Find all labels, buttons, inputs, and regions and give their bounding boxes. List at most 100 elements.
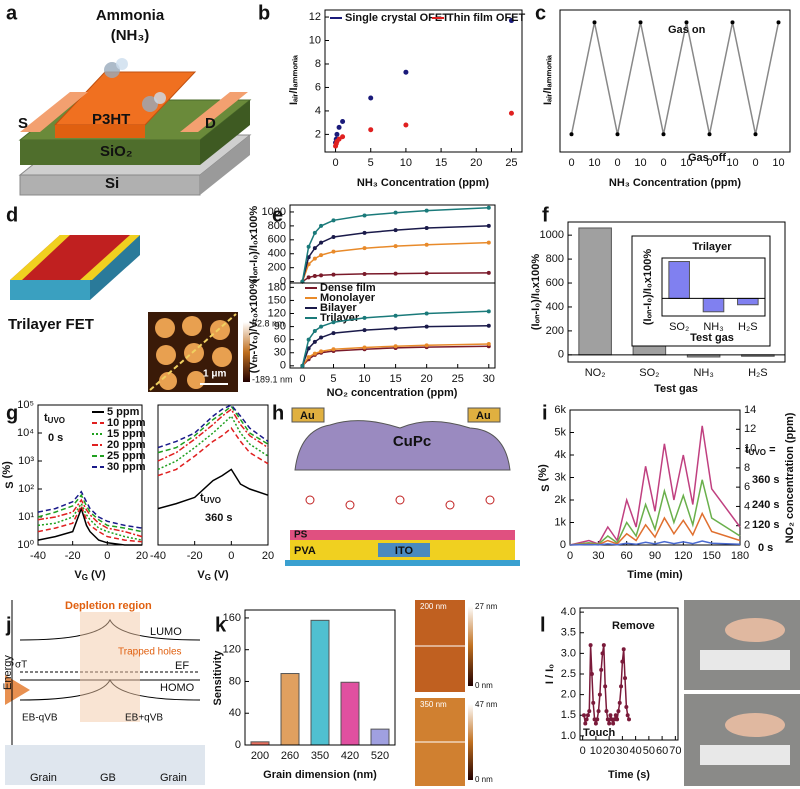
x-tick-label: H₂S [738,321,758,333]
line [157,405,269,454]
line [37,490,143,529]
x-tick-label: 30 [483,373,495,385]
annotation: 240 s [752,499,780,511]
x-tick-label: 25 [505,157,517,169]
annotation: 360 s [752,474,780,486]
legend-label: Thin film OFET [447,12,525,24]
marker [306,244,311,249]
x-axis-label: NH₃ Concentration (ppm) [609,177,742,189]
plot-frame [569,409,741,546]
y-axis-label: (Iₒₙ-I₀)/I₀x100% [530,254,542,330]
y2-tick-label: 8 [744,462,750,474]
label: σT [15,660,27,671]
chart-title: Trilayer [692,241,732,253]
marker [508,110,514,116]
marker [486,223,491,228]
label: Depletion region [65,600,152,612]
y-tick-label: 3.5 [561,627,576,639]
marker [707,132,712,137]
y2-tick-label: 12 [744,423,756,435]
x-tick-label: 20 [470,157,482,169]
x-axis-label: VG (V) [197,569,229,582]
label: LUMO [150,626,182,638]
y-tick-label: 600 [268,234,286,246]
x-tick-label: 10 [634,157,646,169]
marker [331,249,336,254]
x-tick-label: 5 [368,157,374,169]
x-tick-label: 20 [603,745,615,757]
label-part: S [4,481,16,488]
x-tick-label: 0 [299,373,305,385]
marker [604,709,609,714]
label: 0 nm [475,775,493,784]
x-tick-label: 15 [435,157,447,169]
x-tick-label: 30 [616,745,628,757]
bar [702,297,725,313]
y-tick-label: 200 [546,325,564,337]
label: Energy [2,655,14,690]
marker [486,309,491,314]
marker [331,320,336,325]
annotation: tUVO [200,492,221,505]
label: Au [300,410,315,422]
x-axis-label: NO₂ concentration (ppm) [327,387,458,399]
y-tick-label: 2k [554,494,566,506]
x-tick-label: -20 [187,550,203,562]
label: 1 μm [203,369,226,380]
y-tick-label: 120 [223,644,241,656]
x-tick-label: 10 [726,157,738,169]
label-part: G [205,573,211,582]
marker [319,335,324,340]
y2-axis-label: NO₂ concentration (ppm) [784,412,796,543]
x-tick-label: 0 [568,157,574,169]
x-tick-label: 60 [656,745,668,757]
photos [684,600,800,786]
label: D [205,115,216,132]
annotation: Remove [612,620,655,632]
x-tick-label: 10 [400,157,412,169]
label-part: V [197,569,205,581]
y-tick-label: 3.0 [561,647,576,659]
marker [585,713,590,718]
label-part: t [745,444,749,456]
marker [312,230,317,235]
annotation: 120 s [752,519,780,531]
panel-label: h [272,402,284,424]
x-tick-label: NH₃ [693,367,713,379]
x-tick-label: 0 [580,745,586,757]
line [569,540,741,546]
y-tick-label: 2.5 [561,668,576,680]
marker [603,684,608,689]
label-part: = [766,444,775,456]
panel-label: c [535,2,546,24]
x-tick-label: 10 [588,157,600,169]
y-tick-label: 10⁵ [17,399,34,411]
marker [581,713,586,718]
label-part: S [540,484,552,491]
marker [607,721,612,726]
y-tick-label: 400 [546,301,564,313]
marker [319,349,324,354]
label: -189.1 nm [252,374,293,384]
device-h [285,407,520,566]
marker [617,700,622,705]
y-tick-label: 8 [315,58,321,70]
legend-label: Dense film [320,282,376,294]
label: GB [100,772,116,784]
label: Grain [30,772,57,784]
y-tick-label: 180 [268,281,286,293]
line [37,504,143,543]
marker [403,122,409,128]
x-tick-label: 40 [629,745,641,757]
label-part: t [44,412,48,424]
y-tick-label: 0 [280,360,286,372]
x-tick-label: -40 [150,550,166,562]
panel-label: k [215,614,227,636]
line [37,506,142,546]
marker [599,667,604,672]
annotation: 0 s [758,542,773,554]
x-tick-label: 20 [421,373,433,385]
marker [362,345,367,350]
marker [615,717,620,722]
marker [362,271,367,276]
